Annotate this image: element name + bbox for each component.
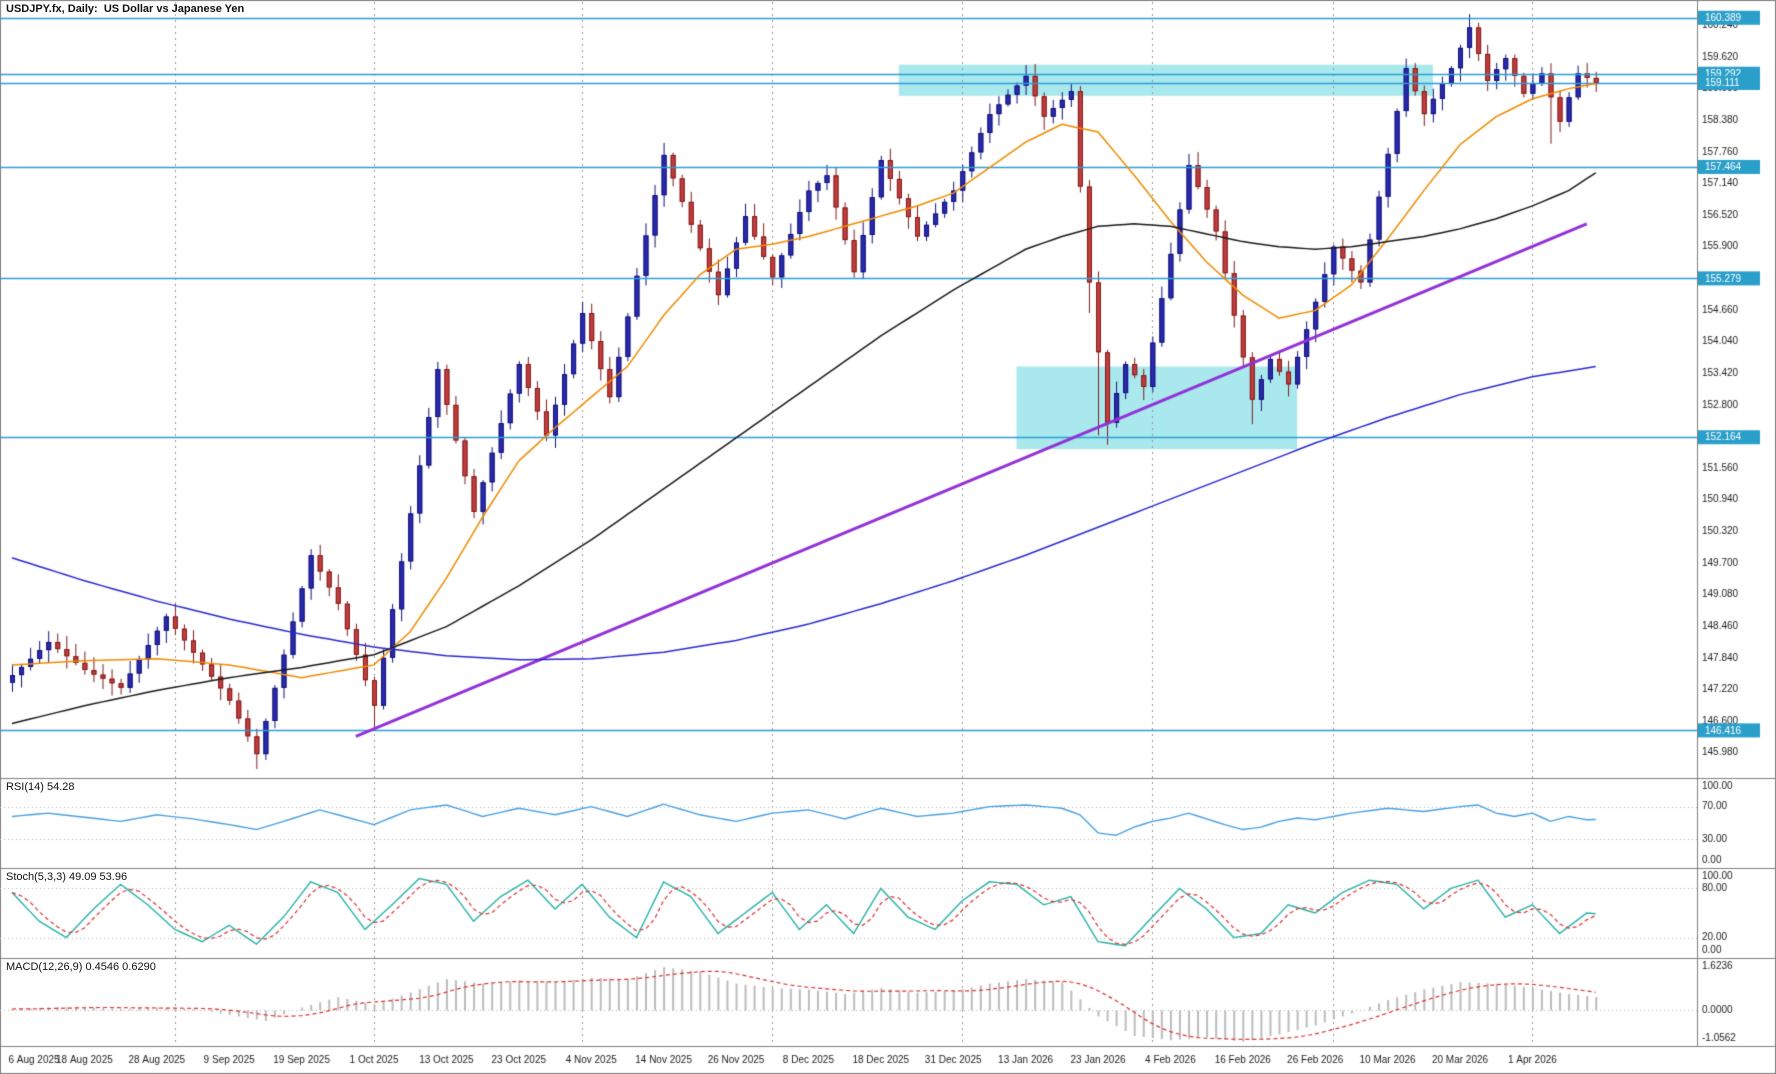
trading-chart-window: USDJPY.fx, Daily: US Dollar vs Japanese …	[0, 0, 1776, 1074]
price-chart-canvas[interactable]	[0, 0, 1776, 1074]
